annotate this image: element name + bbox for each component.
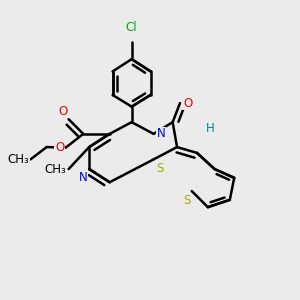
Text: O: O bbox=[55, 141, 64, 154]
Text: H: H bbox=[206, 122, 215, 135]
Text: O: O bbox=[58, 105, 67, 118]
Text: O: O bbox=[183, 97, 192, 110]
Text: Cl: Cl bbox=[126, 21, 137, 34]
Text: N: N bbox=[157, 128, 165, 140]
Text: N: N bbox=[79, 170, 88, 184]
Text: CH₃: CH₃ bbox=[44, 163, 66, 176]
Text: S: S bbox=[183, 194, 190, 207]
Text: CH₃: CH₃ bbox=[7, 153, 29, 166]
Text: S: S bbox=[157, 162, 164, 175]
